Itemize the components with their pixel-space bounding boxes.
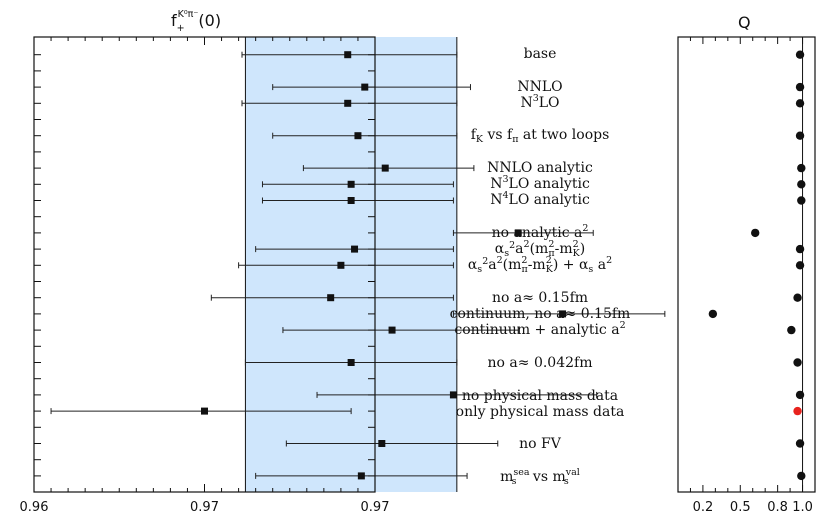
consensus-band — [245, 37, 457, 492]
label-alpha-a2-mass-plus: αs2a2(m2 π-m2 K) + αs a2 — [468, 255, 612, 275]
q-x-tick-label: 0.5 — [730, 500, 751, 515]
data-point — [344, 99, 352, 107]
q-x-tick-label: 0.8 — [767, 500, 788, 515]
data-point — [347, 180, 355, 188]
data-point — [381, 164, 389, 172]
data-point — [354, 132, 362, 140]
data-point — [344, 51, 352, 59]
x-tick-label: 0.97 — [190, 500, 219, 515]
data-point — [327, 294, 335, 302]
q-point — [795, 261, 805, 270]
label-fk-vs-fpi: fK vs fπ at two loops — [471, 127, 610, 145]
data-point — [201, 407, 208, 415]
q-point — [797, 180, 806, 189]
label-no-analytic-a2: no analytic a2 — [492, 223, 589, 241]
left-frame — [33, 36, 376, 493]
q-point — [797, 163, 806, 173]
q-point — [795, 82, 805, 92]
x-tick-label: 0.96 — [20, 500, 49, 515]
x-tick-label: 0.97 — [361, 500, 390, 515]
label-alpha-a2-mass: αs2a2(m2 π-m2 K) — [495, 239, 586, 259]
label-n3lo: N3LO — [520, 93, 559, 111]
q-point — [795, 50, 805, 59]
q-point — [797, 196, 806, 205]
q-point — [793, 406, 802, 416]
q-point — [795, 131, 805, 140]
q-point — [797, 471, 806, 481]
q-x-tick-label: 0.2 — [693, 500, 714, 515]
label-nnlo-analytic: NNLO analytic — [487, 160, 593, 176]
data-point — [351, 245, 359, 253]
q-point — [751, 228, 760, 238]
data-point — [347, 359, 355, 366]
label-nnlo: NNLO — [517, 79, 562, 95]
data-point — [378, 440, 386, 447]
label-n3lo-analytic: N3LO analytic — [490, 174, 590, 192]
label-no-015fm: no a≈ 0.15fm — [492, 290, 588, 306]
q-point — [795, 244, 805, 254]
label-continuum-analytic: continuum + analytic a2 — [454, 320, 625, 338]
data-point — [361, 83, 369, 91]
data-point — [347, 197, 355, 204]
label-no-fv: no FV — [519, 436, 562, 452]
label-only-physical-mass: only physical mass data — [456, 404, 625, 420]
data-point — [337, 261, 345, 269]
label-base: base — [524, 46, 557, 62]
data-point — [559, 310, 567, 318]
data-point — [514, 229, 522, 237]
label-no-physical-mass: no physical mass data — [462, 388, 618, 404]
q-panel: 0.2 0.5 0.8 1.0 — [677, 36, 816, 515]
data-point — [357, 472, 365, 480]
left-title: f+K⁰π⁻(0) — [171, 9, 221, 34]
label-msea-vs-mval: msea s vs mval s — [500, 467, 580, 487]
q-point — [787, 325, 796, 335]
q-x-tick-label: 1.0 — [792, 500, 813, 515]
f-plus-panel: 0.96 0.97 0.97 — [20, 36, 666, 515]
q-point — [708, 309, 718, 319]
data-point — [449, 391, 457, 399]
data-point — [388, 326, 396, 334]
q-point — [795, 439, 805, 448]
right-frame — [677, 36, 816, 493]
label-no-0042fm: no a≈ 0.042fm — [488, 355, 593, 371]
right-title: Q — [738, 13, 751, 32]
q-point — [795, 390, 805, 400]
label-n4lo-analytic: N4LO analytic — [490, 190, 590, 208]
q-point — [793, 358, 802, 367]
q-point — [795, 99, 805, 108]
variation-labels: base NNLO N3LO fK vs fπ at two loops NNL… — [450, 46, 631, 487]
label-continuum-no-015fm: continuum, no a≈ 0.15fm — [450, 306, 631, 322]
q-point — [793, 293, 802, 302]
